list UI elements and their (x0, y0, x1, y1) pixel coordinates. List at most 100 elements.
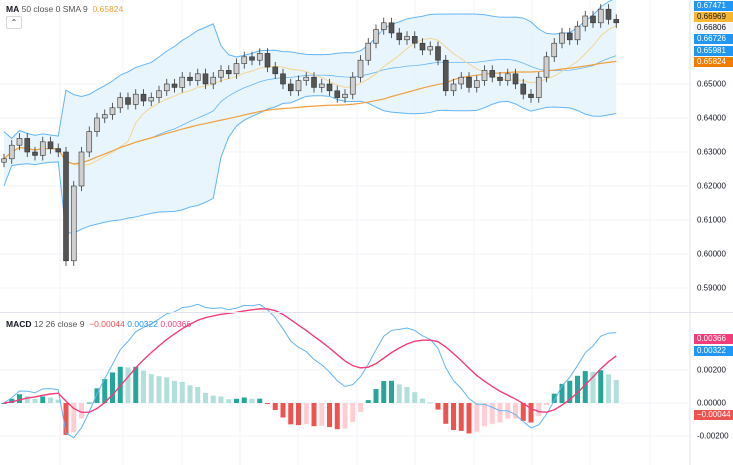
candle-body (101, 114, 108, 119)
macd-histogram-bar (396, 384, 402, 403)
candle-body (442, 59, 449, 92)
macd-histogram-bar (559, 383, 565, 403)
candle-body (396, 32, 403, 41)
macd-histogram-bar (71, 403, 77, 433)
candle-body (187, 76, 193, 81)
candle-body (551, 42, 558, 58)
candle-body (86, 131, 93, 153)
candle-body (318, 83, 325, 88)
price-axis-tick: 0.63000 (697, 147, 726, 157)
candle-body (241, 56, 248, 64)
price-tag: 0.66806 (694, 23, 733, 33)
macd-histogram-bar (280, 403, 286, 418)
candle-body (225, 70, 232, 75)
candle-body (435, 46, 441, 61)
candle-body (590, 15, 596, 24)
macd-histogram-bar (48, 397, 53, 403)
price-axis-tick: 0.61000 (697, 215, 726, 225)
candle-body (109, 107, 116, 115)
pane-separator[interactable] (0, 312, 733, 313)
macd-histogram-bar (55, 399, 61, 403)
macd-axis-tick: 0.00200 (697, 365, 726, 375)
candle-body (466, 76, 472, 88)
candle-body (489, 70, 496, 78)
macd-histogram-bar (110, 372, 115, 403)
price-tag: 0.67471 (694, 1, 733, 11)
candle-body (388, 22, 395, 34)
candle-body (326, 83, 333, 92)
candle-body (47, 141, 54, 149)
bollinger-lower-line (3, 95, 617, 234)
macd-histogram-bar (334, 403, 340, 430)
candle-body (427, 46, 434, 51)
candle-body (256, 53, 263, 61)
price-axis-tick: 0.62000 (697, 181, 726, 191)
macd-line (3, 303, 617, 439)
macd-histogram-bar (389, 380, 394, 403)
macd-tag: 0.00366 (694, 334, 733, 344)
candle-body (497, 76, 503, 81)
macd-histogram-bar (443, 403, 449, 424)
macd-histogram-bar (218, 396, 224, 403)
candle-body (202, 73, 209, 85)
macd-histogram-bar (249, 398, 255, 403)
candle-body (210, 76, 217, 85)
bollinger-fill (4, 0, 617, 234)
candle-body (39, 141, 46, 156)
bollinger-upper-line (3, 0, 613, 140)
macd-histogram-bar (551, 393, 557, 403)
candle-body (140, 93, 147, 102)
macd-histogram-bar (141, 370, 146, 403)
macd-histogram-bar (458, 403, 464, 431)
candle-body (512, 73, 519, 85)
macd-histogram-bar (311, 403, 317, 427)
candle-body (148, 97, 155, 102)
macd-histogram-bar (489, 403, 495, 424)
macd-histogram-bar (435, 403, 441, 410)
macd-histogram-bar (195, 386, 201, 403)
candle-body (280, 73, 286, 85)
candle-body (365, 42, 372, 61)
macd-histogram-bar (598, 370, 604, 403)
macd-histogram-bar (272, 403, 278, 410)
macd-histogram-bar (133, 366, 139, 403)
collapse-legend-button[interactable]: ⌃ (6, 16, 22, 29)
candle-body (528, 93, 534, 98)
candle-body (55, 148, 62, 153)
price-axis-tick: 0.60000 (697, 249, 726, 259)
macd-histogram-bar (86, 402, 92, 404)
candle-body (566, 32, 573, 41)
ma-legend-name: MA (6, 4, 20, 14)
candle-body (349, 76, 356, 95)
candle-body (132, 93, 139, 105)
macd-histogram-bar (590, 372, 596, 403)
candle-body (78, 151, 85, 187)
candle-body (342, 93, 348, 98)
macd-histogram-bar (319, 403, 325, 426)
candle-body (380, 22, 387, 30)
candle-body (16, 138, 23, 146)
macd-histogram-bar (381, 381, 387, 403)
macd-histogram-bar (466, 403, 472, 434)
candle-body (504, 73, 511, 81)
candle-body (334, 90, 341, 98)
candle-body (311, 76, 317, 88)
macd-histogram-bar (296, 403, 301, 426)
macd-tag: −0.00044 (694, 410, 733, 420)
macd-axis-tick: -0.00200 (697, 431, 729, 441)
candle-body (249, 56, 255, 61)
macd-histogram-bar (257, 398, 263, 403)
candle-body (520, 83, 527, 95)
price-tag: 0.66969 (694, 12, 733, 22)
candle-body (404, 36, 410, 41)
macd-histogram-bar (358, 403, 363, 412)
macd-histogram-bar (404, 387, 410, 403)
signal-line (3, 308, 617, 414)
candle-body (32, 151, 38, 156)
candle-body (458, 76, 465, 85)
macd-histogram-bar (17, 394, 22, 403)
macd-histogram-bar (528, 403, 534, 423)
macd-histogram-bar (536, 403, 542, 417)
candle-body (287, 83, 294, 92)
